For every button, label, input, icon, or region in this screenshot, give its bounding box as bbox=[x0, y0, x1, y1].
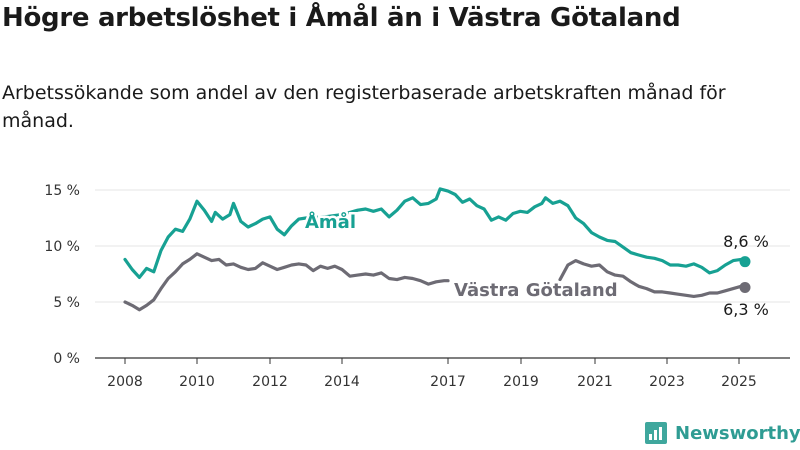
end-point-marker bbox=[739, 256, 751, 268]
x-tick-label: 2014 bbox=[324, 374, 360, 390]
chart-subtitle: Arbetssökande som andel av den registerb… bbox=[2, 82, 726, 132]
series-name-label: Västra Götaland bbox=[454, 280, 618, 301]
newsworthy-logo: Newsworthy bbox=[645, 419, 800, 447]
series-line-vastra-gotaland bbox=[123, 252, 450, 312]
end-point-marker bbox=[739, 281, 751, 293]
x-tick-label: 2021 bbox=[577, 374, 613, 390]
x-tick-label: 2012 bbox=[252, 374, 288, 390]
y-tick-label: 10 % bbox=[44, 239, 80, 255]
series-lines bbox=[123, 187, 751, 312]
x-tick-label: 2017 bbox=[430, 374, 466, 390]
chart-title: Högre arbetslöshet i Åmål än i Västra Gö… bbox=[2, 3, 681, 33]
x-tick-label: 2025 bbox=[721, 374, 757, 390]
end-value-label: 8,6 % bbox=[723, 232, 769, 251]
gridlines bbox=[95, 189, 790, 359]
series-line-vastra-gotaland bbox=[558, 259, 747, 298]
x-axis: 2008 2010 2012 2014 2017 2019 2021 2023 2025 bbox=[107, 358, 757, 390]
y-tick-label: 5 % bbox=[53, 295, 80, 311]
y-axis: 0 % 5 % 10 % 15 % bbox=[44, 183, 80, 367]
y-tick-label: 15 % bbox=[44, 183, 80, 199]
end-value-label: 6,3 % bbox=[723, 300, 769, 319]
x-tick-label: 2010 bbox=[179, 374, 215, 390]
x-tick-label: 2019 bbox=[503, 374, 539, 390]
series-labels: 8,6 % Åmål 6,3 % Västra Götaland bbox=[303, 208, 769, 320]
x-tick-label: 2008 bbox=[107, 374, 143, 390]
bar-chart-logo-icon bbox=[645, 422, 667, 444]
series-line-amal bbox=[123, 187, 747, 279]
y-tick-label: 0 % bbox=[53, 351, 80, 367]
x-tick-label: 2023 bbox=[649, 374, 685, 390]
brand-name: Newsworthy bbox=[675, 422, 800, 444]
series-name-label: Åmål bbox=[305, 210, 356, 233]
